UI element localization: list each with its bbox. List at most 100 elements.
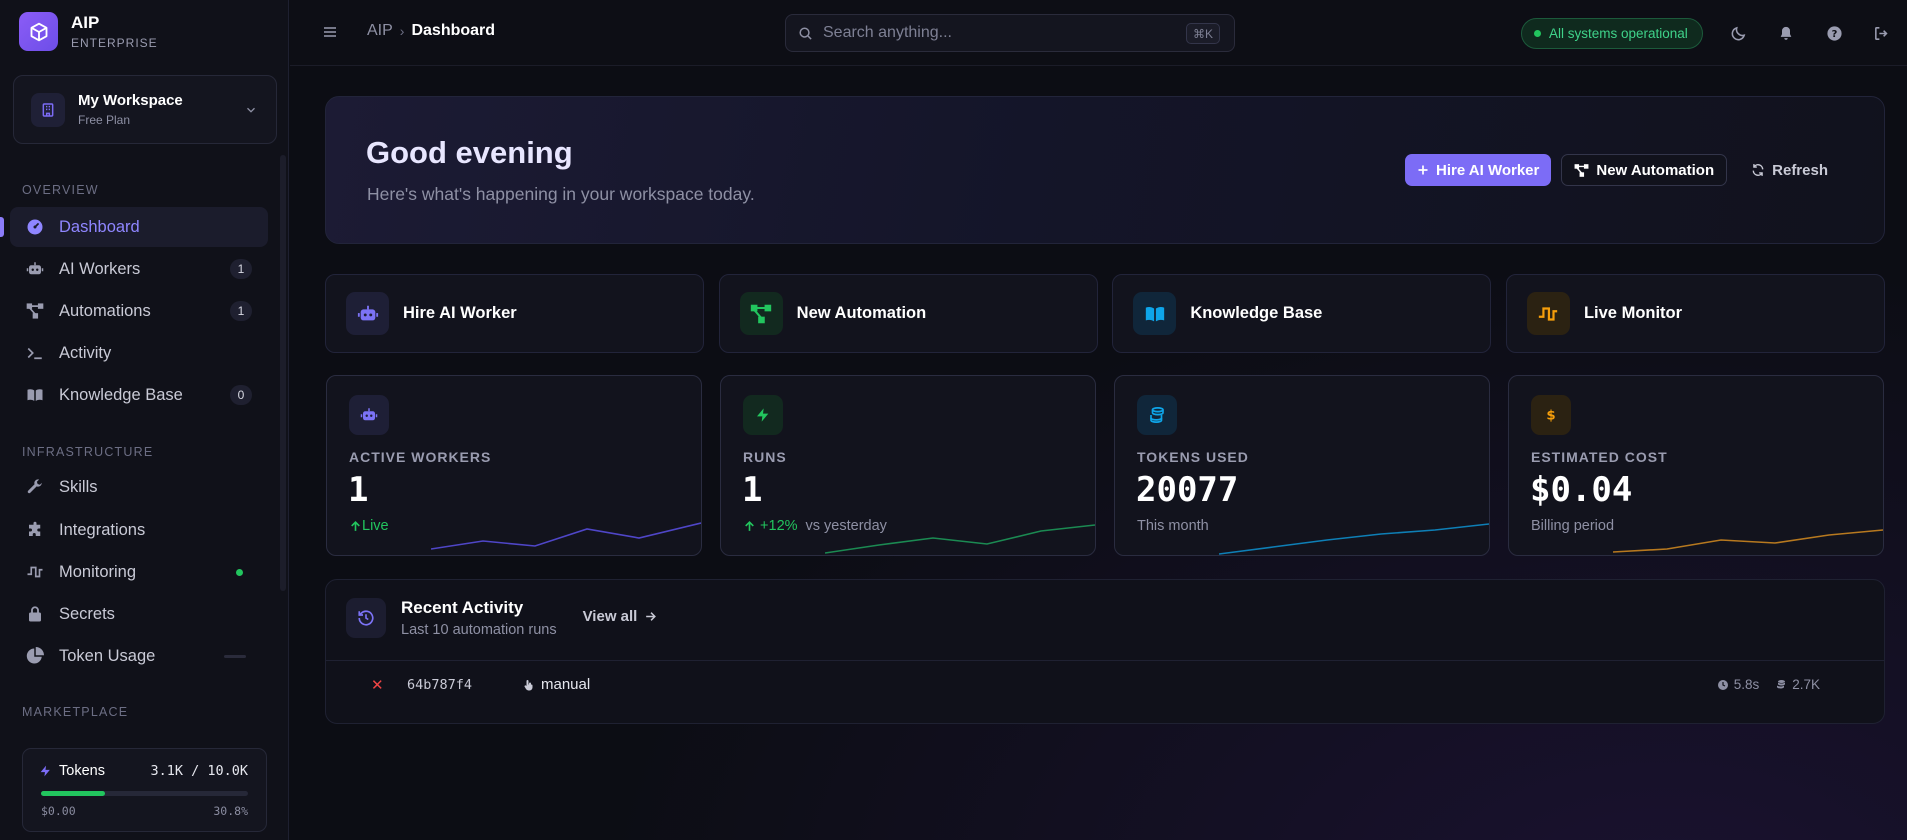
sidebar-scrollbar[interactable] (280, 155, 286, 591)
sidebar-item-label: Knowledge Base (59, 385, 183, 404)
workspace-switcher[interactable]: My Workspace Free Plan (13, 75, 277, 144)
book-icon (1133, 292, 1177, 335)
tokens-label: Tokens (59, 763, 105, 779)
trend-indicator: Live (349, 518, 389, 534)
sidebar-item-secrets[interactable]: Secrets (10, 594, 268, 634)
puzzle-icon (25, 520, 45, 540)
menu-icon[interactable] (322, 24, 338, 40)
svg-text:$: $ (1546, 409, 1555, 424)
stat-card-runs[interactable]: RUNS 1 +12% vs yesterday (720, 375, 1096, 556)
building-icon (31, 92, 65, 127)
stat-card-active-workers[interactable]: ACTIVE WORKERS 1 Live (326, 375, 702, 556)
system-status-badge[interactable]: All systems operational (1521, 18, 1703, 49)
nav-section-marketplace: MARKETPLACE (22, 705, 129, 719)
search-input[interactable] (823, 24, 1183, 42)
sidebar-item-knowledge-base[interactable]: Knowledge Base 0 (10, 375, 268, 415)
stat-label: TOKENS USED (1137, 449, 1249, 465)
sidebar-item-label: Automations (59, 301, 151, 320)
tokens-card[interactable]: Tokens 3.1K / 10.0K $0.00 30.8% (22, 748, 267, 832)
trend-indicator: +12% (743, 518, 798, 534)
quick-action-label: Knowledge Base (1190, 304, 1323, 322)
brand[interactable]: AIP ENTERPRISE (19, 12, 158, 51)
greeting-title: Good evening (366, 135, 573, 170)
breadcrumb-root[interactable]: AIP (367, 22, 393, 39)
run-duration: 5.8s (1733, 677, 1760, 692)
refresh-icon (1752, 164, 1764, 176)
sidebar-item-monitoring[interactable]: Monitoring (10, 552, 268, 592)
bell-icon[interactable] (1775, 22, 1797, 44)
sidebar-item-activity[interactable]: Activity (10, 333, 268, 373)
stat-note: vs yesterday (805, 518, 887, 534)
view-all-link[interactable]: View all (583, 608, 658, 625)
sidebar-item-label: Dashboard (59, 217, 140, 236)
sidebar-item-integrations[interactable]: Integrations (10, 510, 268, 550)
quick-action-hire-ai-worker[interactable]: Hire AI Worker (325, 274, 704, 353)
coins-icon (1137, 395, 1177, 435)
workflow-icon (739, 292, 783, 335)
new-automation-button[interactable]: New Automation (1561, 154, 1728, 186)
chevron-right-icon: › (399, 23, 405, 39)
robot-icon (346, 292, 389, 335)
pointer-icon (524, 679, 533, 690)
sidebar-item-token-usage[interactable]: Token Usage (10, 636, 268, 676)
robot-icon (25, 259, 45, 279)
welcome-banner: Good evening Here's what's happening in … (325, 96, 1885, 244)
tokens-progress (41, 791, 248, 796)
brand-tier: ENTERPRISE (71, 35, 158, 50)
sidebar-item-ai-workers[interactable]: AI Workers 1 (10, 249, 268, 289)
breadcrumb: AIP › Dashboard (367, 22, 495, 40)
pulse-icon (25, 562, 45, 582)
chevron-down-icon (247, 107, 255, 113)
run-tokens: 2.7K (1792, 677, 1820, 692)
hire-ai-worker-button[interactable]: Hire AI Worker (1404, 154, 1552, 186)
tokens-usage: 3.1K / 10.0K (150, 763, 248, 779)
status-dot (236, 569, 243, 576)
stat-value: 20077 (1136, 470, 1239, 510)
wrench-icon (25, 477, 45, 497)
greeting-subtitle: Here's what's happening in your workspac… (367, 184, 755, 204)
nav-section-infrastructure: INFRASTRUCTURE (22, 445, 154, 459)
sidebar-item-skills[interactable]: Skills (10, 467, 268, 507)
breadcrumb-current: Dashboard (411, 22, 496, 39)
failed-status-icon: ✕ (371, 677, 384, 694)
brand-name: AIP (71, 12, 100, 32)
terminal-icon (25, 343, 45, 363)
status-dot (1534, 30, 1541, 37)
sidebar: AIP ENTERPRISE My Workspace Free Plan OV… (0, 0, 289, 840)
stat-note: Billing period (1531, 518, 1615, 534)
quick-action-live-monitor[interactable]: Live Monitor (1505, 274, 1885, 353)
sidebar-item-label: Skills (59, 477, 98, 496)
help-icon[interactable]: ? (1823, 22, 1845, 44)
quick-action-new-automation[interactable]: New Automation (718, 274, 1098, 353)
tokens-percent: 30.8% (213, 804, 248, 818)
stat-card-tokens-used[interactable]: TOKENS USED 20077 This month (1114, 375, 1490, 556)
arrow-up-icon (351, 520, 360, 531)
sparkline (1219, 523, 1489, 555)
sidebar-item-label: Integrations (59, 520, 146, 539)
sidebar-item-automations[interactable]: Automations 1 (10, 291, 268, 331)
history-icon (346, 598, 386, 638)
bolt-icon (743, 395, 783, 435)
sidebar-item-dashboard[interactable]: Dashboard (10, 207, 268, 247)
bolt-icon (40, 765, 50, 777)
pie-chart-icon (25, 646, 45, 666)
sidebar-item-label: Token Usage (59, 646, 156, 665)
recent-activity-panel: Recent Activity Last 10 automation runs … (325, 579, 1885, 724)
activity-row[interactable]: ✕ 64b787f4 manual 5.8s 2.7K (326, 661, 1884, 711)
robot-icon (349, 395, 389, 435)
quick-action-knowledge-base[interactable]: Knowledge Base (1112, 274, 1492, 353)
refresh-button[interactable]: Refresh (1739, 154, 1840, 186)
search-bar[interactable]: ⌘K (785, 14, 1235, 52)
divider (326, 660, 1884, 661)
pulse-icon (1526, 292, 1570, 335)
logout-icon[interactable] (1870, 22, 1892, 44)
count-badge: 1 (230, 259, 252, 279)
keyboard-shortcut: ⌘K (1185, 23, 1220, 44)
system-status-text: All systems operational (1549, 26, 1688, 41)
coins-icon (1777, 679, 1786, 688)
sparkline (1613, 529, 1883, 553)
moon-icon[interactable] (1727, 22, 1749, 44)
top-bar: AIP › Dashboard ⌘K All systems operation… (290, 0, 1907, 66)
stat-label: RUNS (743, 449, 787, 465)
stat-card-estimated-cost[interactable]: $ ESTIMATED COST $0.04 Billing period (1508, 375, 1884, 556)
